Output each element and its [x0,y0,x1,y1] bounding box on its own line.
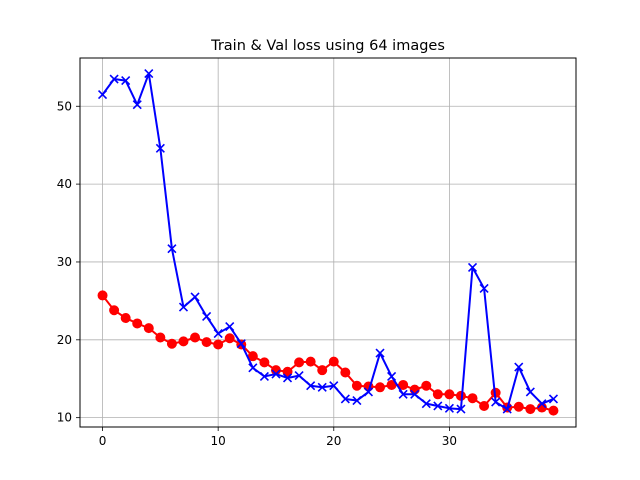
series-1-point [155,332,166,343]
series-1-point [328,356,339,367]
series-1-point [444,389,455,400]
series-2-point [525,387,535,397]
y-tick-label: 20 [57,333,72,347]
series-2-point [548,394,559,404]
series-2-point [352,395,362,406]
series-2-point [317,382,327,392]
series-1-point [513,401,524,412]
series-1-point [479,400,490,411]
series-1-point [340,367,351,378]
series-1-point [375,382,386,393]
series-2-point [456,404,466,414]
series-2-point [178,302,189,312]
series-2-point [97,90,108,100]
x-tick-label: 10 [211,434,226,448]
ticks: 0 10 20 30 10 20 30 40 50 [57,99,457,448]
series-2-point [514,362,524,372]
series-2-point [259,371,269,381]
series-2-point [537,399,547,409]
series-2-point [479,283,489,293]
series-2-point [387,371,397,381]
series-1-point [97,290,108,301]
series-1-point [432,389,443,400]
series-2-line [101,72,554,411]
series-2-point [491,397,501,407]
series-2-point [306,381,316,391]
series-2-point [421,399,431,409]
series-2-point [144,69,154,79]
chart-title: Train & Val loss using 64 images [210,38,445,54]
series-1-point [351,380,362,391]
series-2-point [444,403,454,413]
series-1-point [190,332,201,343]
series-1-point [224,333,235,344]
series-2-point [121,76,131,86]
series-1-point [132,318,143,329]
y-tick-label: 30 [57,255,72,269]
series-2-point [433,401,443,411]
series-1-line [101,294,554,412]
series-1-point [166,338,177,349]
plot-frame [79,57,577,428]
series-2-point [271,369,281,379]
series-1-point [201,337,212,348]
series-2-point [375,348,385,358]
series-2-point [294,371,304,381]
series-2-point [502,404,512,414]
series-2-point [167,244,177,254]
series-1-point [305,356,316,367]
series-1-point [467,393,478,404]
series-1-point [213,339,224,350]
series-layer [97,69,559,416]
series-1-point [409,384,420,395]
y-tick-label: 10 [57,411,72,425]
series-2-point [398,389,408,399]
series-1-point [294,357,305,368]
series-1-point [120,313,131,324]
series-1-point [259,357,270,368]
series-1-point [317,365,328,376]
series-1-point [109,305,120,316]
series-1-point [143,323,154,334]
series-2-point [329,381,339,391]
x-tick-label: 20 [326,434,341,448]
series-2-point [190,292,200,302]
series-2-point [248,363,258,373]
series-2-point [202,311,212,322]
series-2-point [155,143,165,153]
x-tick-label: 0 [99,434,107,448]
series-2-point [109,74,119,84]
series-2-point [132,100,142,110]
series-2-point [225,322,235,332]
series-2-point [236,339,246,349]
x-tick-label: 30 [442,434,457,448]
series-1-point [398,379,409,390]
series-1-point [282,366,293,377]
y-tick-label: 50 [57,99,72,113]
series-2-point [410,389,420,399]
series-2-point [467,262,478,272]
series-1-point [421,380,432,391]
series-1-point [178,336,189,347]
y-tick-label: 40 [57,177,72,191]
series-2-point [363,387,374,397]
series-2-point [282,373,293,383]
series-1-point [525,404,536,415]
series-2-point [213,329,223,339]
series-2-point [340,394,350,404]
series-1-point [548,405,559,416]
